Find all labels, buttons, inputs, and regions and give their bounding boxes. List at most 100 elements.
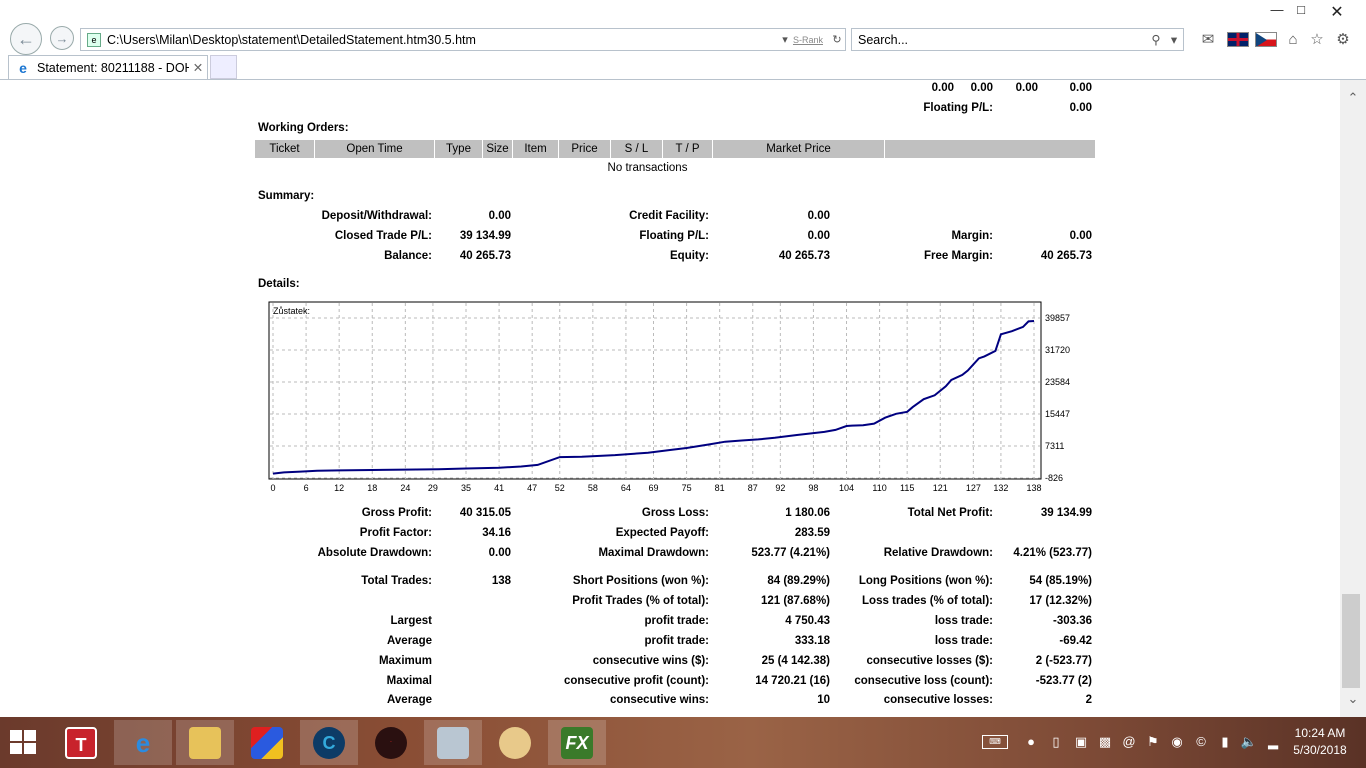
top-floating-value: 0.00 [1069, 102, 1092, 114]
taskbar-app-monitor[interactable]: monitor [424, 720, 482, 765]
windows-start-icon[interactable] [10, 730, 38, 756]
favorites-star-icon[interactable]: ☆ [1310, 31, 1324, 48]
scroll-thumb[interactable] [1342, 594, 1360, 688]
col-size: Size [483, 140, 513, 158]
taskbar-app-palette[interactable]: palette [486, 720, 544, 765]
tray-c-icon[interactable]: © [1196, 734, 1206, 749]
forward-button[interactable]: → [50, 26, 74, 50]
col-sl: S / L [611, 140, 663, 158]
chart-x-tick-label: 24 [400, 483, 410, 493]
tray-palette-icon[interactable]: ● [1027, 734, 1035, 749]
chart-x-tick-label: 52 [555, 483, 565, 493]
browser-tab[interactable]: e Statement: 80211188 - DOH... ✕ [8, 55, 208, 79]
maximize-button[interactable]: □ [1297, 2, 1305, 17]
chart-y-axis: 39857 31720 23584 15447 7311 -826 [1045, 313, 1070, 483]
largest-profit-value: 4 750.43 [785, 615, 830, 627]
max-cons-wins-label: consecutive wins ($): [592, 655, 709, 667]
chart-x-tick-label: 0 [270, 483, 275, 493]
profit-trades-label: Profit Trades (% of total): [572, 595, 709, 607]
col-open-time: Open Time [315, 140, 435, 158]
search-dropdown-icon[interactable]: ▾ [1170, 33, 1178, 47]
clock-time: 10:24 AM [1294, 726, 1346, 740]
taskbar-app-fx[interactable]: FX [548, 720, 606, 765]
tray-battery-icon[interactable]: ▮ [1221, 734, 1229, 749]
balance-label: Balance: [384, 250, 432, 262]
avg-cons-losses-value: 2 [1085, 694, 1092, 706]
close-window-button[interactable]: ✕ [1330, 4, 1344, 21]
avg-loss-value: -69.42 [1059, 635, 1092, 647]
vertical-scrollbar[interactable]: ⌃ ⌄ [1340, 80, 1366, 717]
search-input[interactable]: Search... [858, 32, 909, 47]
long-positions-value: 54 (85.19%) [1029, 575, 1092, 587]
forward-icon: → [55, 30, 69, 46]
credit-label: Credit Facility: [629, 210, 709, 222]
col-tp: T / P [663, 140, 713, 158]
flag-cz-icon[interactable] [1255, 32, 1277, 47]
summary-title: Summary: [258, 190, 315, 202]
max-cons-losses-label: consecutive losses ($): [866, 655, 993, 667]
tray-flag-icon[interactable]: ⚑ [1147, 734, 1159, 749]
search-icon[interactable]: ⚲ [1151, 33, 1161, 47]
largest-profit-label: profit trade: [644, 615, 709, 627]
address-bar[interactable]: e C:\Users\Milan\Desktop\statement\Detai… [80, 28, 846, 51]
volume-icon[interactable]: 🔈 [1240, 734, 1258, 749]
tray-at-icon[interactable]: @ [1122, 734, 1136, 749]
profit-factor-label: Profit Factor: [359, 527, 432, 539]
s-rank-link[interactable]: S-Rank [792, 34, 823, 45]
balance-chart: Zůstatek: 39857 31720 23584 15447 7311 -826 0… [268, 301, 1070, 493]
scroll-down-icon[interactable]: ⌄ [1347, 691, 1359, 706]
back-icon: ← [17, 28, 35, 49]
avg-profit-value: 333.18 [794, 635, 830, 647]
address-url[interactable]: C:\Users\Milan\Desktop\statement\Detaile… [107, 32, 476, 47]
chart-x-tick-label: 127 [966, 483, 981, 493]
chart-title: Zůstatek: [273, 306, 310, 316]
chart-x-tick-label: 12 [334, 483, 344, 493]
gross-loss-label: Gross Loss: [641, 507, 709, 519]
taskbar-app-gear[interactable]: gear [362, 720, 420, 765]
chart-x-tick-label: 75 [682, 483, 692, 493]
keyboard-icon[interactable]: ⌨ [982, 735, 1008, 749]
clock[interactable]: 10:24 AM 5/30/2018 [1290, 725, 1350, 759]
home-icon[interactable]: ⌂ [1288, 31, 1298, 48]
free-margin-label: Free Margin: [923, 250, 993, 262]
col-ticket: Ticket [255, 140, 315, 158]
taskbar: T e folder cube C gear monitor palette F… [0, 717, 1366, 768]
chart-x-axis: 0 6 12 18 24 29 35 41 47 52 58 64 69 75 81 87 92 98 104 110… [270, 483, 1041, 493]
taskbar-app-file-explorer[interactable]: folder [176, 720, 234, 765]
taskbar-app-ie[interactable]: e [114, 720, 172, 765]
minimize-button[interactable]: — [1270, 2, 1284, 17]
tray-device-icon[interactable]: ▯ [1052, 734, 1060, 749]
chart-gridlines [270, 303, 1040, 479]
taskbar-app-ccleaner[interactable]: C [300, 720, 358, 765]
chart-x-tick-label: 29 [428, 483, 438, 493]
chart-frame [268, 301, 1042, 480]
maximal-cons-loss-value: -523.77 (2) [1035, 675, 1092, 687]
mail-icon[interactable]: ✉ [1201, 31, 1215, 48]
refresh-icon[interactable]: ↻ [832, 34, 842, 46]
total-net-profit-label: Total Net Profit: [907, 507, 993, 519]
address-dropdown-icon[interactable]: ▾ [782, 34, 788, 46]
chart-x-tick-label: 110 [872, 483, 886, 493]
chart-x-tick-label: 69 [648, 483, 658, 493]
scroll-up-icon[interactable]: ⌃ [1347, 90, 1359, 105]
flag-uk-icon[interactable] [1227, 32, 1249, 47]
settings-gear-icon[interactable]: ⚙ [1336, 31, 1350, 48]
largest-loss-value: -303.36 [1052, 615, 1092, 627]
tray-network-icon[interactable]: ▣ [1074, 734, 1088, 749]
chart-x-tick-label: 47 [527, 483, 537, 493]
credit-value: 0.00 [807, 210, 830, 222]
new-tab-button[interactable] [210, 55, 237, 79]
closed-pl-value: 39 134.99 [459, 230, 511, 242]
tray-lock-icon[interactable]: ◉ [1171, 734, 1183, 749]
close-tab-icon[interactable]: ✕ [192, 61, 204, 75]
tray-app-icon[interactable]: ▩ [1098, 734, 1112, 749]
taskbar-app-cube[interactable]: cube [238, 720, 296, 765]
signal-icon[interactable]: ▂ [1268, 734, 1278, 749]
average2-label: Average [387, 694, 432, 706]
max-cons-losses-value: 2 (-523.77) [1035, 655, 1092, 667]
max-drawdown-value: 523.77 (4.21%) [751, 547, 830, 559]
taskbar-app-t[interactable]: T [52, 720, 110, 765]
chart-x-tick-label: 138 [1026, 483, 1041, 493]
back-button[interactable]: ← [10, 23, 42, 55]
search-box[interactable]: Search... ⚲ ▾ [851, 28, 1184, 51]
